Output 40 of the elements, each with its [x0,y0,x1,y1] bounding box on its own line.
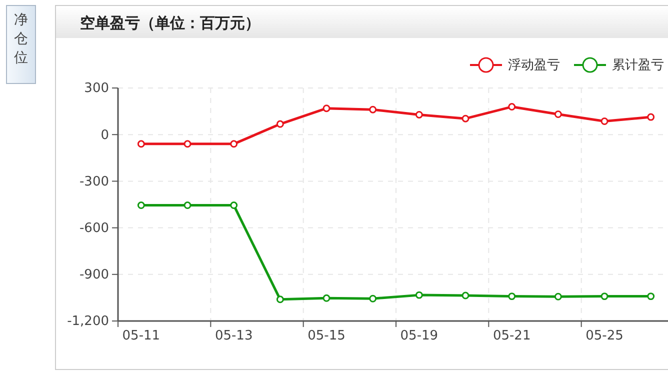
x-tick-label: 05-21 [492,328,531,344]
legend-label: 浮动盈亏 [508,58,560,73]
point [137,140,145,148]
y-tick-label: 0 [100,128,109,143]
text: 净仓位 [14,12,28,66]
point [554,110,562,118]
point [369,294,377,302]
point [647,292,655,300]
point [184,202,192,210]
point [276,120,284,128]
x-tick-label: 05-19 [400,328,438,344]
point [554,292,562,300]
y-tick-label: -600 [79,220,109,236]
point [508,292,516,300]
point [276,296,284,304]
point [600,118,608,125]
y-tick-label: -900 [79,268,109,283]
point [322,294,330,302]
x-tick-label: 05-25 [586,328,624,344]
point [462,114,470,122]
point [230,140,238,148]
point [415,110,423,118]
point [230,202,238,210]
y-tick-label: 300 [84,81,109,96]
point [600,292,608,300]
x-tick-label: 05-11 [122,328,160,344]
point [369,106,377,114]
point [647,113,655,121]
x-tick-label: 05-15 [308,328,346,344]
point [415,291,423,299]
y-tick-label: -1,200 [67,314,109,330]
point [322,104,330,112]
y-tick-label: -300 [79,174,109,190]
point [508,103,516,111]
x-tick-label: 05-13 [214,328,253,344]
legend-label: 累计盈亏 [612,58,664,73]
point [462,292,470,300]
chart-title: 空单盈亏（单位：百万元） [80,14,260,32]
point [137,202,145,210]
point [184,140,192,148]
